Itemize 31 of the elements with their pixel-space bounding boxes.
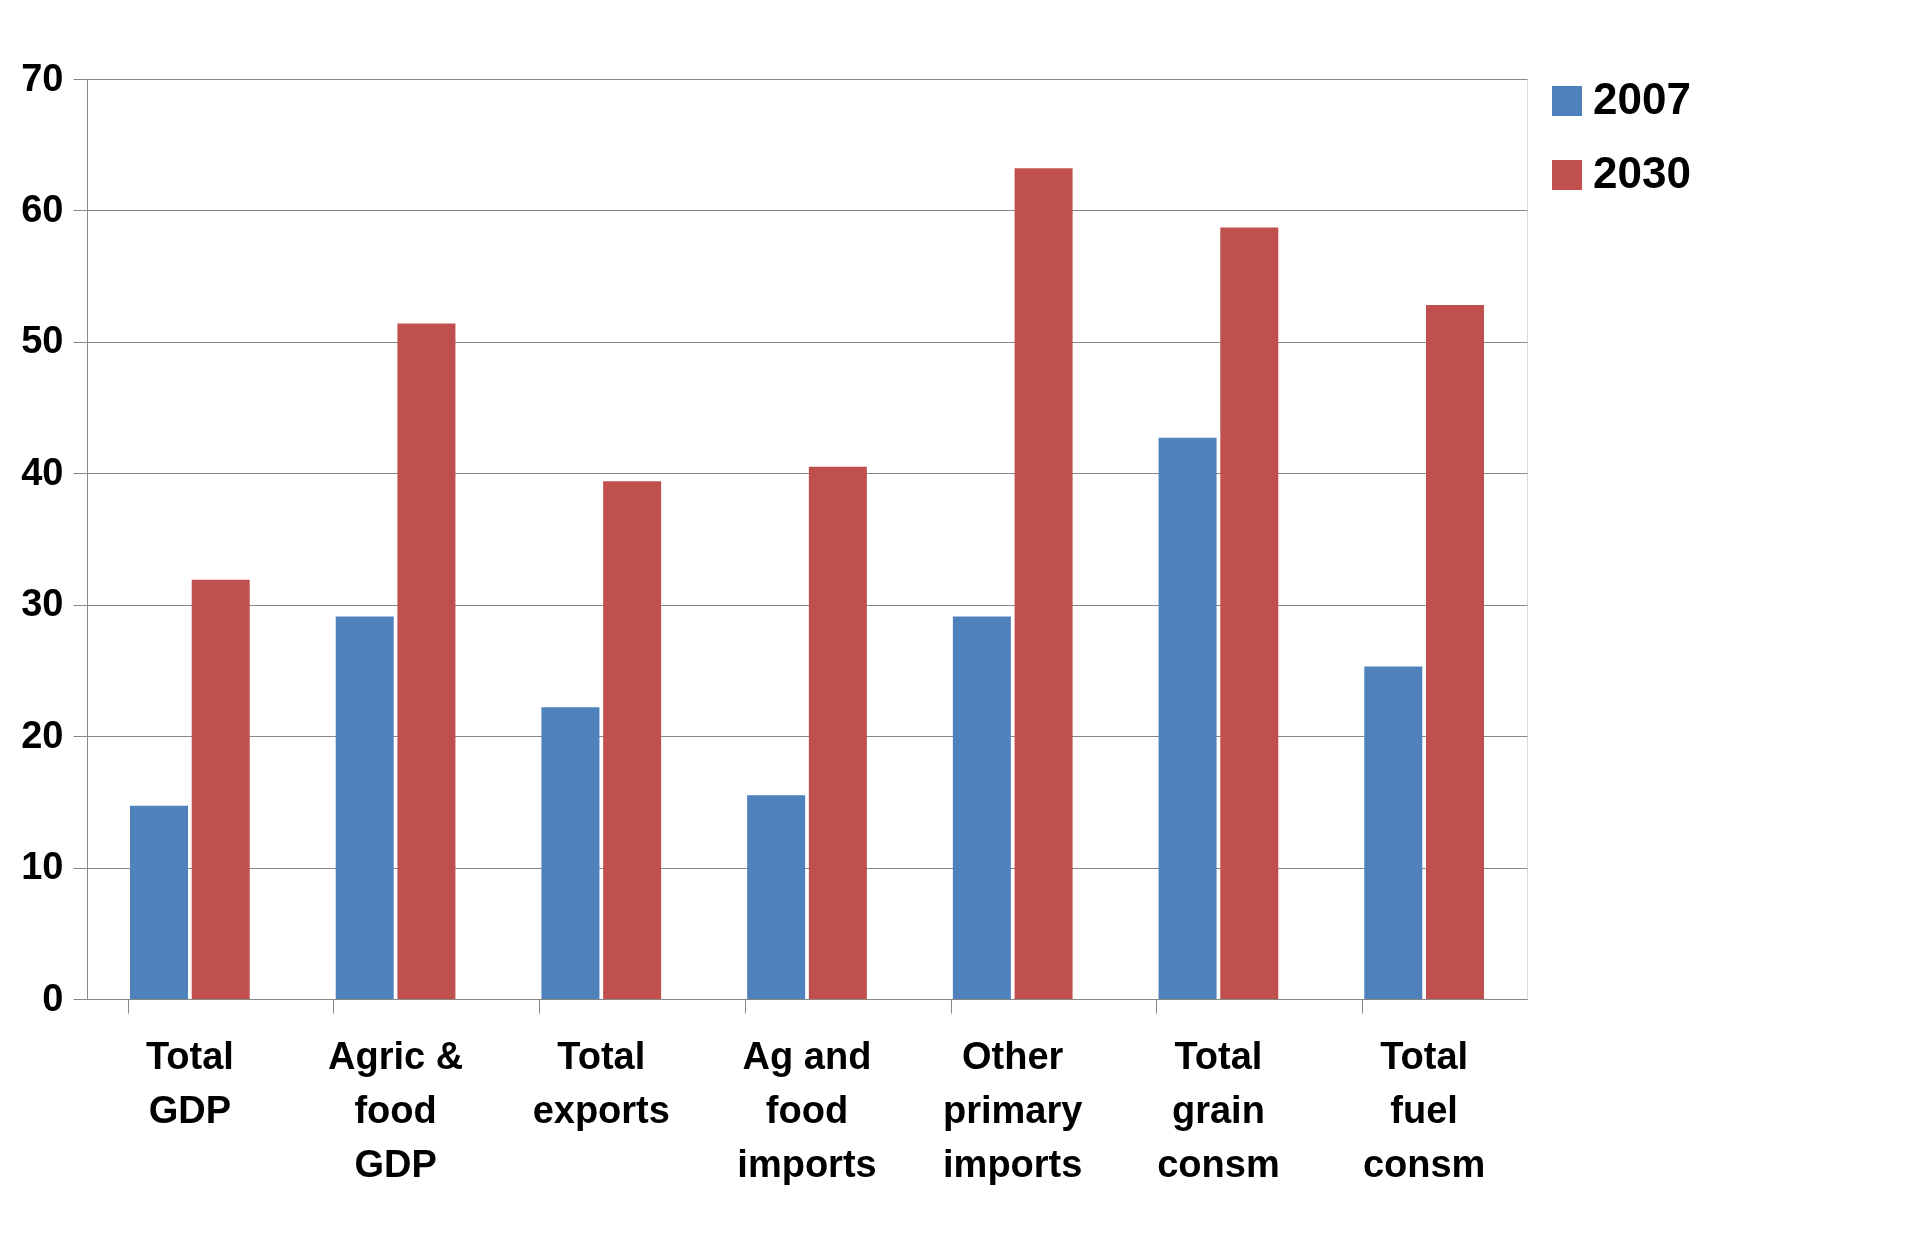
x-tick-label: Other primary imports (943, 1034, 1083, 1185)
x-tick-label: Total exports (532, 1034, 670, 1131)
y-tick-label: 60 (21, 187, 64, 230)
x-tick-label: Total GDP (145, 1034, 234, 1131)
bar (1014, 168, 1073, 999)
bar (397, 323, 456, 999)
y-tick-label: 50 (21, 319, 64, 362)
y-tick-label: 40 (21, 450, 64, 493)
y-tick-label: 70 (21, 56, 64, 99)
y-tick-label: 0 (42, 976, 64, 1019)
y-tick-label: 30 (21, 582, 64, 625)
y-tick-label: 10 (21, 845, 64, 888)
x-tick-label: Total fuel consm (1362, 1034, 1486, 1185)
bar (130, 805, 188, 999)
legend-label: 2007 (1593, 74, 1691, 123)
bar (808, 466, 867, 999)
bar (1158, 437, 1217, 999)
y-tick-label: 20 (21, 713, 64, 756)
bar (1364, 666, 1423, 999)
bar (1426, 305, 1484, 999)
x-tick-label: Agric & food GDP (328, 1034, 464, 1185)
bar (191, 579, 250, 999)
x-tick-label: Ag and food imports (737, 1034, 877, 1185)
bar (335, 616, 394, 999)
bar (747, 795, 806, 999)
bar (603, 481, 662, 999)
bar (952, 616, 1011, 999)
x-tick-label: Total grain consm (1157, 1034, 1280, 1185)
legend-label: 2030 (1593, 148, 1691, 197)
bar (1220, 227, 1279, 999)
bar (541, 707, 600, 999)
